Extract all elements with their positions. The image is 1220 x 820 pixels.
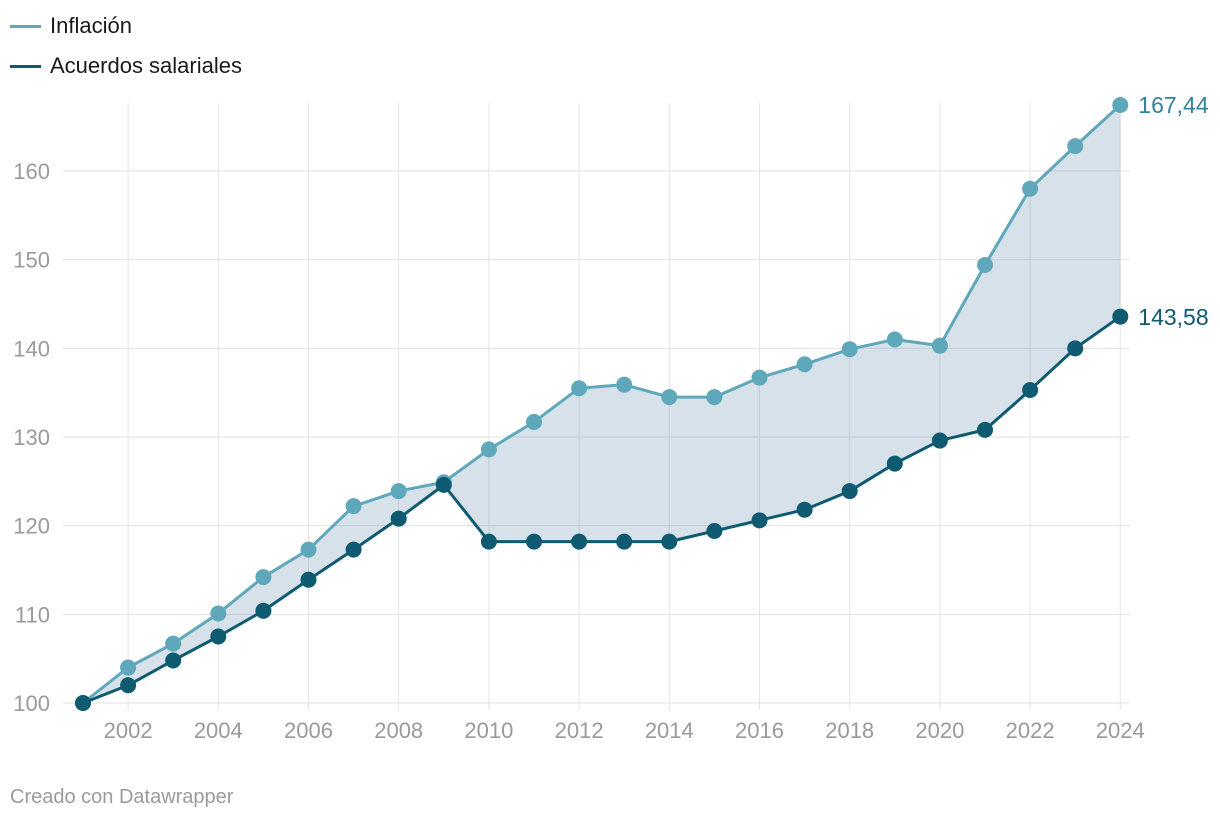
x-tick-label: 2004	[194, 718, 243, 743]
legend-item-inflacion: Inflación	[10, 12, 242, 40]
data-point-inflacion[interactable]	[210, 605, 227, 622]
data-point-acuerdos[interactable]	[526, 533, 542, 550]
data-point-inflacion[interactable]	[931, 337, 948, 354]
data-point-acuerdos[interactable]	[345, 541, 362, 558]
data-point-inflacion[interactable]	[886, 331, 903, 348]
data-point-acuerdos[interactable]	[390, 510, 407, 527]
legend-swatch-inflacion-icon	[10, 24, 41, 28]
data-point-acuerdos[interactable]	[571, 533, 588, 550]
data-point-inflacion[interactable]	[1067, 138, 1084, 155]
end-label-acuerdos: 143,58	[1138, 303, 1209, 330]
data-point-acuerdos[interactable]	[931, 432, 948, 449]
data-point-inflacion[interactable]	[120, 659, 137, 676]
data-point-inflacion[interactable]	[661, 389, 678, 406]
legend-swatch-acuerdos-icon	[10, 64, 41, 68]
data-point-acuerdos[interactable]	[300, 571, 317, 588]
x-tick-label: 2002	[104, 718, 153, 743]
y-tick-label: 100	[13, 691, 50, 716]
x-tick-label: 2022	[1006, 718, 1055, 743]
x-tick-label: 2024	[1096, 718, 1145, 743]
area-between-series	[83, 105, 1121, 703]
data-point-acuerdos[interactable]	[75, 695, 91, 711]
data-point-acuerdos[interactable]	[480, 533, 497, 550]
data-point-acuerdos[interactable]	[165, 652, 182, 669]
data-point-inflacion[interactable]	[977, 256, 993, 273]
data-point-inflacion[interactable]	[796, 356, 813, 373]
data-point-acuerdos[interactable]	[977, 421, 993, 438]
data-point-acuerdos[interactable]	[1112, 308, 1129, 325]
y-tick-label: 140	[13, 336, 50, 361]
data-point-inflacion[interactable]	[841, 341, 858, 358]
data-point-acuerdos[interactable]	[796, 501, 813, 518]
data-point-acuerdos[interactable]	[841, 483, 858, 500]
data-point-acuerdos[interactable]	[751, 512, 768, 529]
x-tick-label: 2020	[915, 718, 964, 743]
line-chart: 2002 2004 2006 2008 2010 2012 2014 2016 2018 2020…	[13, 97, 1145, 743]
data-point-acuerdos[interactable]	[210, 628, 227, 645]
data-point-acuerdos[interactable]	[661, 533, 678, 550]
legend-label-inflacion: Inflación	[50, 13, 132, 38]
data-point-inflacion[interactable]	[255, 569, 272, 586]
x-tick-label: 2014	[645, 718, 694, 743]
data-point-inflacion[interactable]	[526, 413, 542, 430]
data-point-inflacion[interactable]	[300, 541, 317, 558]
data-point-acuerdos[interactable]	[886, 455, 903, 472]
x-tick-label: 2018	[825, 718, 874, 743]
data-point-inflacion[interactable]	[571, 380, 588, 397]
attribution-datawrapper-link[interactable]: Creado con Datawrapper	[10, 786, 234, 808]
x-tick-label: 2012	[555, 718, 604, 743]
data-point-acuerdos[interactable]	[255, 602, 272, 619]
data-point-acuerdos[interactable]	[706, 522, 723, 539]
data-point-acuerdos[interactable]	[435, 476, 452, 493]
data-point-inflacion[interactable]	[706, 389, 723, 406]
data-point-inflacion[interactable]	[480, 441, 497, 458]
data-point-inflacion[interactable]	[751, 369, 768, 386]
end-label-inflacion: 167,44	[1138, 92, 1209, 118]
x-tick-label: 2016	[735, 718, 784, 743]
data-point-inflacion[interactable]	[1112, 97, 1129, 114]
data-point-inflacion[interactable]	[390, 483, 407, 500]
y-tick-label: 110	[15, 602, 50, 627]
legend: Inflación Acuerdos salariales	[10, 12, 242, 92]
legend-label-acuerdos: Acuerdos salariales	[50, 53, 242, 78]
y-tick-label: 150	[13, 248, 50, 273]
data-point-acuerdos[interactable]	[616, 533, 633, 550]
x-tick-label: 2010	[464, 718, 513, 743]
data-point-inflacion[interactable]	[616, 376, 633, 393]
data-point-acuerdos[interactable]	[1022, 381, 1039, 398]
data-point-acuerdos[interactable]	[120, 677, 137, 694]
data-point-inflacion[interactable]	[1022, 180, 1039, 197]
series-line-inflacion	[81, 103, 1122, 705]
x-tick-label: 2008	[374, 718, 423, 743]
y-tick-label: 130	[13, 425, 50, 450]
x-tick-label: 2006	[284, 718, 333, 743]
legend-item-acuerdos: Acuerdos salariales	[10, 52, 242, 80]
data-point-inflacion[interactable]	[165, 635, 182, 652]
y-tick-label: 120	[13, 514, 50, 539]
data-point-inflacion[interactable]	[345, 498, 362, 515]
data-point-acuerdos[interactable]	[1067, 340, 1084, 357]
y-tick-label: 160	[13, 159, 50, 184]
